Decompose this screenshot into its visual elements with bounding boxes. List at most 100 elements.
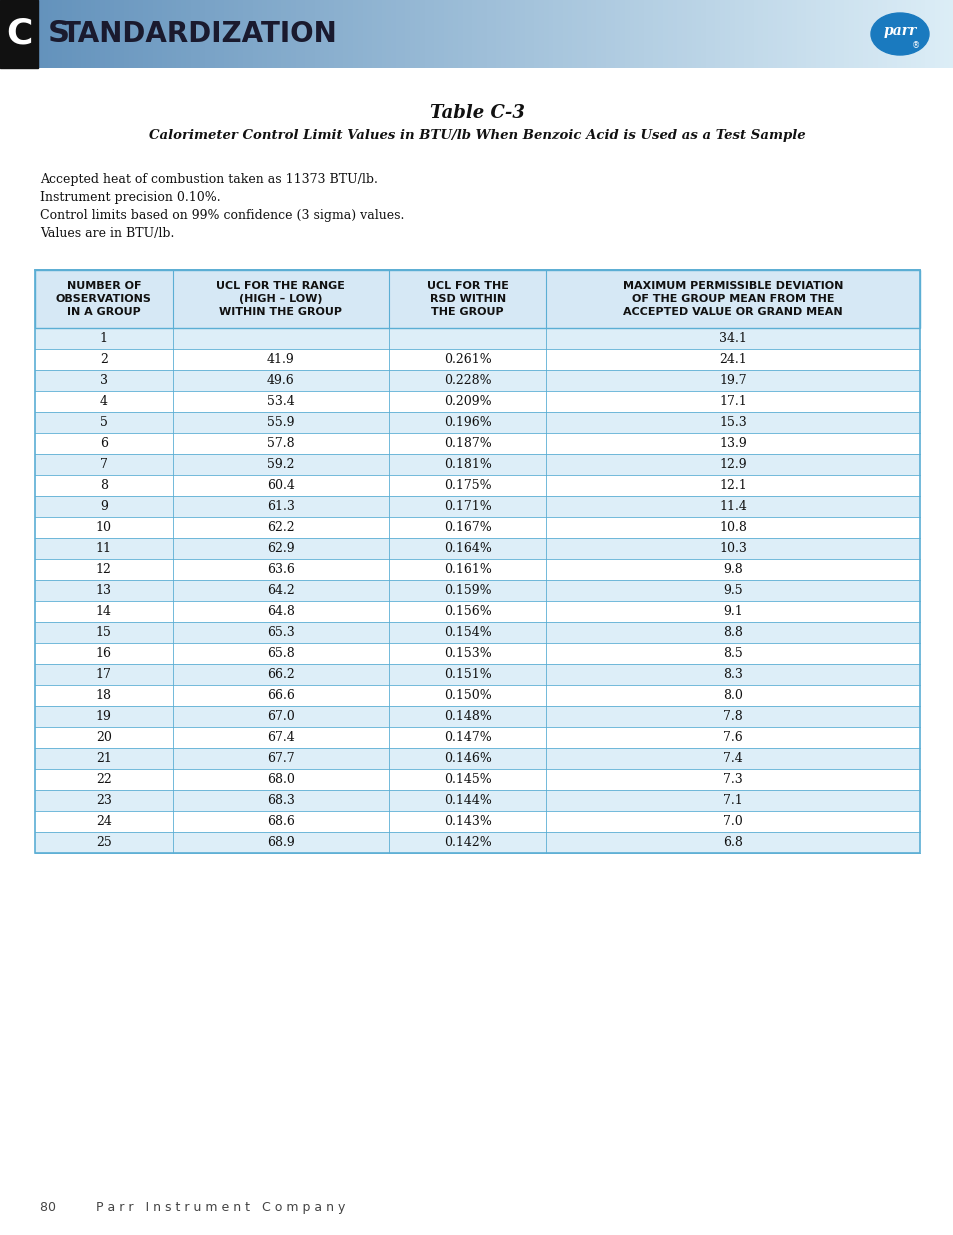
Text: 55.9: 55.9 (267, 416, 294, 429)
Text: 0.153%: 0.153% (443, 647, 491, 659)
Text: 7.0: 7.0 (722, 815, 742, 827)
Bar (35, 790, 919, 811)
Text: 16: 16 (95, 647, 112, 659)
Bar (35, 270, 919, 329)
Text: 7: 7 (100, 458, 108, 471)
Text: 7.1: 7.1 (722, 794, 742, 806)
Text: 65.8: 65.8 (267, 647, 294, 659)
Text: 7.6: 7.6 (722, 731, 742, 743)
Text: 53.4: 53.4 (267, 395, 294, 408)
Text: TANDARDIZATION: TANDARDIZATION (62, 20, 337, 48)
Text: 0.228%: 0.228% (443, 374, 491, 387)
Text: 0.142%: 0.142% (443, 836, 491, 848)
Bar (35, 270, 919, 853)
Text: 6.8: 6.8 (722, 836, 742, 848)
Text: Values are in BTU/lb.: Values are in BTU/lb. (40, 227, 174, 241)
Text: 9.1: 9.1 (722, 605, 742, 618)
Bar (35, 685, 919, 706)
Bar (35, 454, 919, 475)
Text: 68.6: 68.6 (267, 815, 294, 827)
Text: 8: 8 (100, 479, 108, 492)
Text: 68.9: 68.9 (267, 836, 294, 848)
Text: 0.145%: 0.145% (443, 773, 491, 785)
Text: 59.2: 59.2 (267, 458, 294, 471)
Text: 67.7: 67.7 (267, 752, 294, 764)
Text: 11: 11 (95, 542, 112, 555)
Text: 0.167%: 0.167% (443, 521, 491, 534)
Text: 0.156%: 0.156% (443, 605, 491, 618)
Text: 15: 15 (96, 626, 112, 638)
Bar (0, 0, 38, 68)
Bar (35, 580, 919, 601)
Text: 12.9: 12.9 (719, 458, 746, 471)
Text: 11.4: 11.4 (719, 500, 746, 513)
Bar (35, 727, 919, 748)
Text: 34.1: 34.1 (719, 332, 746, 345)
Text: 14: 14 (95, 605, 112, 618)
Bar (35, 601, 919, 622)
Text: 80          P a r r   I n s t r u m e n t   C o m p a n y: 80 P a r r I n s t r u m e n t C o m p a… (40, 1200, 345, 1214)
Text: 13: 13 (95, 584, 112, 597)
Bar (35, 412, 919, 433)
Text: 25: 25 (96, 836, 112, 848)
Text: 10.8: 10.8 (719, 521, 746, 534)
Bar (35, 517, 919, 538)
Bar (35, 391, 919, 412)
Text: 6: 6 (100, 437, 108, 450)
Bar (35, 622, 919, 643)
Text: 22: 22 (96, 773, 112, 785)
Bar (35, 706, 919, 727)
Text: Accepted heat of combustion taken as 11373 BTU/lb.: Accepted heat of combustion taken as 113… (40, 173, 377, 186)
Text: NUMBER OF
OBSERVATIONS
IN A GROUP: NUMBER OF OBSERVATIONS IN A GROUP (56, 280, 152, 317)
Ellipse shape (870, 14, 928, 56)
Text: ®: ® (911, 42, 919, 51)
Bar (35, 475, 919, 496)
Text: 9.5: 9.5 (722, 584, 742, 597)
Text: 67.4: 67.4 (267, 731, 294, 743)
Text: 62.2: 62.2 (267, 521, 294, 534)
Text: 20: 20 (96, 731, 112, 743)
Text: 0.209%: 0.209% (443, 395, 491, 408)
Bar (35, 496, 919, 517)
Text: 62.9: 62.9 (267, 542, 294, 555)
Text: 3: 3 (100, 374, 108, 387)
Text: 7.3: 7.3 (722, 773, 742, 785)
Text: 0.146%: 0.146% (443, 752, 491, 764)
Text: 15.3: 15.3 (719, 416, 746, 429)
Text: 64.2: 64.2 (267, 584, 294, 597)
Text: Table C-3: Table C-3 (429, 104, 524, 122)
Text: 66.2: 66.2 (267, 668, 294, 680)
Text: 12: 12 (96, 563, 112, 576)
Text: 0.196%: 0.196% (443, 416, 491, 429)
Text: 0.175%: 0.175% (443, 479, 491, 492)
Bar (35, 370, 919, 391)
Text: MAXIMUM PERMISSIBLE DEVIATION
OF THE GROUP MEAN FROM THE
ACCEPTED VALUE OR GRAND: MAXIMUM PERMISSIBLE DEVIATION OF THE GRO… (622, 280, 842, 317)
Text: 8.5: 8.5 (722, 647, 742, 659)
Text: UCL FOR THE
RSD WITHIN
THE GROUP: UCL FOR THE RSD WITHIN THE GROUP (426, 280, 508, 317)
Text: 8.0: 8.0 (722, 689, 742, 701)
Text: 63.6: 63.6 (267, 563, 294, 576)
Text: 65.3: 65.3 (267, 626, 294, 638)
Text: 0.161%: 0.161% (443, 563, 491, 576)
Bar (35, 329, 919, 350)
Text: 18: 18 (95, 689, 112, 701)
Text: 12.1: 12.1 (719, 479, 746, 492)
Text: 61.3: 61.3 (267, 500, 294, 513)
Text: 9.8: 9.8 (722, 563, 742, 576)
Text: 0.171%: 0.171% (443, 500, 491, 513)
Text: 0.164%: 0.164% (443, 542, 491, 555)
Text: C: C (6, 17, 32, 51)
Text: 19: 19 (96, 710, 112, 722)
Text: 13.9: 13.9 (719, 437, 746, 450)
Bar (35, 433, 919, 454)
Bar (35, 643, 919, 664)
Text: 10: 10 (95, 521, 112, 534)
Text: 0.143%: 0.143% (443, 815, 491, 827)
Text: 0.154%: 0.154% (443, 626, 491, 638)
Text: 0.261%: 0.261% (443, 353, 491, 366)
Bar (35, 270, 919, 329)
Text: 8.8: 8.8 (722, 626, 742, 638)
Text: 0.159%: 0.159% (443, 584, 491, 597)
Bar (35, 811, 919, 832)
Bar (35, 664, 919, 685)
